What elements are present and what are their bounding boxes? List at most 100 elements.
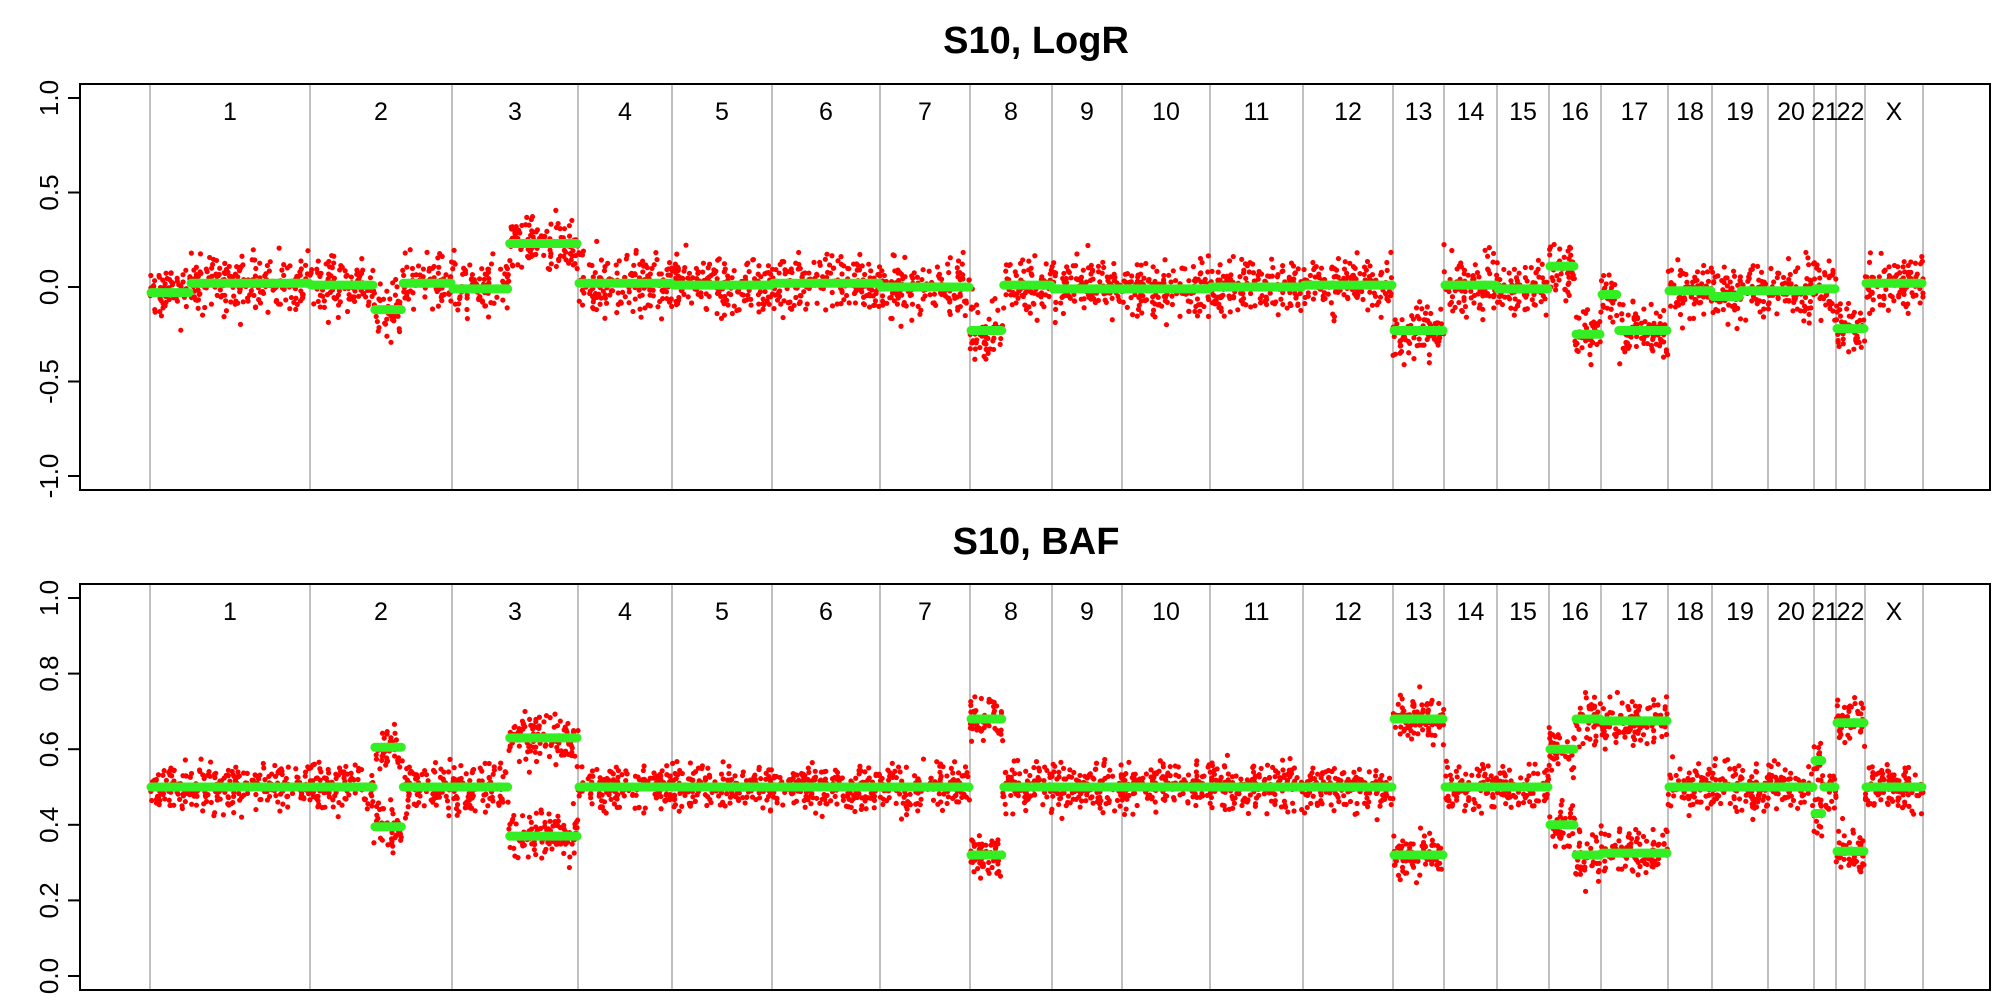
logr-data-point <box>392 292 398 298</box>
baf-data-point <box>886 795 892 801</box>
baf-data-point <box>293 766 299 772</box>
baf-data-point <box>452 776 458 782</box>
logr-data-point <box>1252 303 1258 309</box>
logr-data-point <box>651 262 657 268</box>
baf-data-point <box>499 796 505 802</box>
logr-data-point <box>1754 263 1761 269</box>
logr-data-point <box>1302 300 1308 307</box>
logr-data-point <box>1535 266 1541 272</box>
logr-data-point <box>1199 260 1205 266</box>
baf-data-point <box>211 813 217 819</box>
baf-data-point <box>1042 764 1048 770</box>
logr-data-point <box>1387 293 1394 299</box>
logr-data-point <box>1792 296 1798 303</box>
logr-data-point <box>820 274 826 280</box>
baf-data-point <box>594 766 600 773</box>
baf-data-point <box>568 752 575 759</box>
logr-data-point <box>1188 299 1194 305</box>
logr-data-point <box>1491 292 1497 298</box>
logr-data-point <box>275 301 282 307</box>
logr-data-point <box>553 207 559 213</box>
logr-data-point <box>872 302 878 308</box>
logr-data-point <box>1111 260 1117 267</box>
baf-data-point <box>1036 777 1043 783</box>
logr-data-point <box>326 271 332 277</box>
logr-data-point <box>388 313 394 319</box>
baf-data-point <box>635 774 641 780</box>
logr-data-point <box>1734 325 1740 332</box>
logr-data-point <box>1384 267 1390 273</box>
logr-data-point <box>1246 269 1252 275</box>
logr-data-point <box>839 289 845 295</box>
baf-data-point <box>225 794 231 800</box>
logr-data-point <box>525 253 531 260</box>
baf-data-point <box>377 766 383 772</box>
logr-data-point <box>1765 306 1771 312</box>
logr-data-point <box>1386 288 1393 294</box>
baf-data-point <box>1134 802 1140 809</box>
logr-data-point <box>276 245 282 251</box>
logr-data-point <box>400 267 406 274</box>
logr-data-point <box>1295 266 1301 272</box>
logr-chrom-label: 1 <box>223 98 237 126</box>
baf-data-point <box>510 816 516 822</box>
logr-data-point <box>1021 268 1027 274</box>
logr-data-point <box>1247 260 1253 266</box>
logr-data-point <box>722 293 728 300</box>
logr-data-point <box>497 266 504 272</box>
logr-data-point <box>602 315 608 321</box>
baf-data-point <box>1121 811 1128 818</box>
baf-data-point <box>740 769 746 775</box>
logr-data-point <box>1690 279 1696 285</box>
baf-data-point <box>454 801 461 808</box>
logr-data-point <box>1259 293 1265 299</box>
logr-data-point <box>598 295 604 301</box>
logr-data-point <box>197 251 204 257</box>
logr-data-point <box>1398 348 1405 355</box>
baf-data-point <box>1149 794 1155 800</box>
baf-data-point <box>558 748 564 754</box>
baf-data-point <box>160 791 166 797</box>
baf-data-point <box>546 753 553 760</box>
logr-data-point <box>734 289 741 295</box>
baf-data-point <box>575 727 581 734</box>
logr-data-point <box>1463 314 1470 320</box>
logr-data-point <box>569 217 575 224</box>
logr-data-point <box>672 261 678 267</box>
baf-data-point <box>944 773 950 779</box>
baf-data-point <box>670 777 677 783</box>
logr-data-point <box>838 301 844 307</box>
baf-data-point <box>672 770 678 777</box>
baf-data-point <box>1041 777 1047 784</box>
logr-data-point <box>1606 272 1612 278</box>
logr-data-point <box>926 268 932 274</box>
baf-data-point <box>1057 796 1063 802</box>
baf-data-point <box>370 799 376 805</box>
logr-data-point <box>156 274 162 280</box>
logr-data-point <box>548 261 554 267</box>
logr-data-point <box>562 249 569 255</box>
logr-data-point <box>1780 274 1787 281</box>
logr-data-point <box>951 292 957 298</box>
baf-data-point <box>767 807 774 813</box>
logr-data-point <box>287 263 293 269</box>
logr-data-point <box>1052 319 1058 326</box>
baf-data-point <box>262 777 268 783</box>
baf-data-point <box>231 810 237 816</box>
logr-data-point <box>1745 278 1751 284</box>
logr-data-point <box>609 288 616 294</box>
logr-data-point <box>376 325 382 331</box>
logr-data-point <box>1449 294 1456 300</box>
logr-data-point <box>1116 297 1122 303</box>
logr-data-point <box>967 346 973 352</box>
baf-data-point <box>566 864 573 871</box>
logr-data-point <box>1663 347 1670 353</box>
baf-data-point <box>853 775 859 781</box>
logr-data-point <box>1139 310 1145 316</box>
logr-data-point <box>298 288 304 294</box>
logr-data-point <box>563 257 569 263</box>
baf-data-point <box>379 757 385 763</box>
logr-data-point <box>1138 279 1144 285</box>
baf-data-point <box>500 773 506 780</box>
logr-data-point <box>1186 278 1192 284</box>
